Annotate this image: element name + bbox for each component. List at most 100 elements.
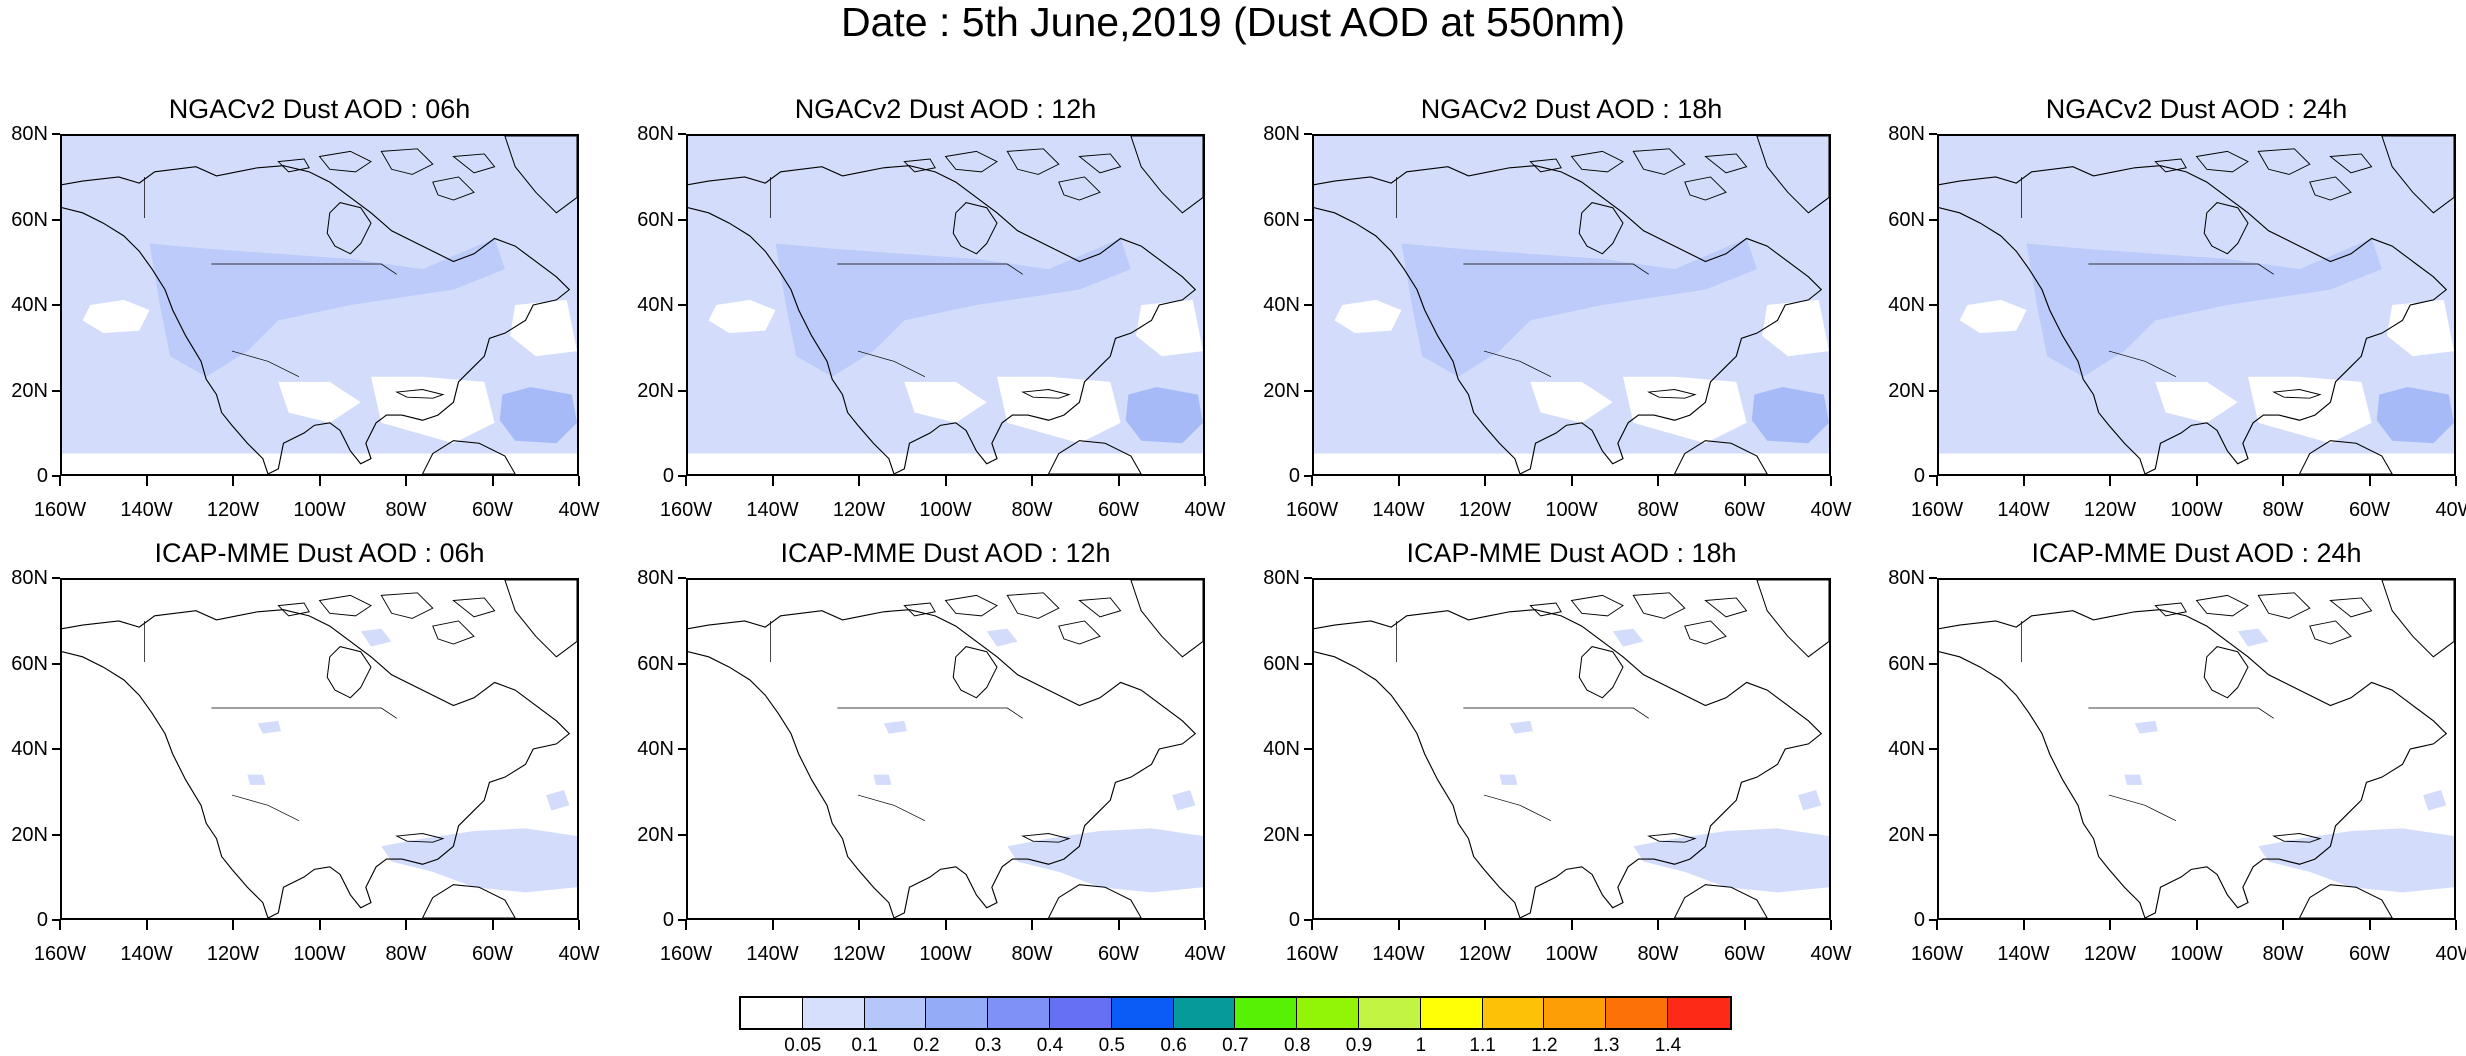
lon-tick-label: 80W: [2262, 943, 2304, 965]
clear-area: [904, 381, 987, 423]
lon-tick-mark: [1311, 920, 1313, 930]
panel-title: NGACv2 Dust AOD : 18h: [1420, 94, 1723, 124]
panel-title: ICAP-MME Dust AOD : 18h: [1406, 538, 1737, 568]
lon-tick-mark: [59, 920, 61, 930]
cuba-coast: [395, 389, 445, 399]
arctic-island: [2257, 148, 2311, 175]
lat-tick-label: 0: [1913, 909, 1925, 931]
lon-tick-label: 40W: [1810, 499, 1852, 521]
lat-tick-mark: [1304, 577, 1312, 579]
hudson-bay-coast: [1578, 202, 1624, 255]
colorbar-label: 0.4: [1036, 1035, 1064, 1056]
lat-tick-label: 40N: [11, 738, 48, 760]
lon-tick-mark: [318, 476, 321, 486]
lat-tick-mark: [52, 662, 60, 665]
south-america-coast: [2298, 440, 2393, 474]
arctic-island: [1006, 148, 1060, 175]
lat-tick-label: 20N: [1263, 823, 1300, 846]
clear-area: [1939, 453, 2454, 474]
clear-area: [510, 299, 577, 357]
lon-tick-mark: [1031, 920, 1033, 930]
lon-tick-label: 60W: [1723, 943, 1766, 965]
clear-area: [997, 376, 1121, 444]
lat-tick-label: 0: [1913, 465, 1925, 487]
coastline: [1939, 165, 2448, 474]
clear-area: [371, 376, 495, 444]
dust-field: [1612, 628, 1644, 647]
lat-tick-label: 40N: [637, 294, 674, 316]
lat-tick-label: 80N: [1263, 567, 1300, 589]
dust-field: [2258, 828, 2454, 893]
dust-field: [149, 238, 505, 377]
lon-tick-label: 140W: [1997, 943, 2050, 965]
lat-tick-label: 0: [1288, 465, 1300, 487]
lon-tick-mark: [944, 920, 947, 930]
lon-tick-mark: [1117, 920, 1120, 930]
lon-tick-mark: [858, 476, 860, 486]
border-line: [1463, 707, 1649, 719]
lon-tick-label: 40W: [558, 943, 600, 965]
dust-field: [546, 789, 570, 811]
dust-field: [2423, 789, 2447, 811]
lon-tick-label: 160W: [659, 943, 713, 965]
lon-tick-mark: [2195, 920, 2198, 930]
lon-tick-label: 140W: [1372, 499, 1425, 521]
lon-tick-label: 40W: [1184, 943, 1226, 965]
lat-tick-label: 40N: [637, 738, 674, 760]
clear-area: [2387, 299, 2454, 357]
dust-field: [775, 238, 1131, 377]
clear-area: [1530, 381, 1613, 423]
lon-tick-mark: [1830, 920, 1832, 930]
hudson-bay-coast: [952, 202, 998, 255]
dust-field: [986, 628, 1018, 647]
colorbar-label: 0.5: [1098, 1035, 1125, 1056]
lon-tick-label: 140W: [746, 499, 799, 521]
lon-tick-mark: [2282, 920, 2284, 930]
arctic-island: [1704, 597, 1748, 618]
colorbar-label: 1.3: [1592, 1035, 1620, 1056]
arctic-island: [1684, 620, 1727, 645]
lat-tick-label: 20N: [637, 823, 674, 846]
lon-tick-mark: [1397, 920, 1400, 930]
lat-tick-label: 40N: [1888, 738, 1925, 760]
colorbar: [739, 996, 1732, 1030]
arctic-island: [944, 150, 998, 173]
lon-tick-label: 60W: [1097, 943, 1140, 965]
dust-field: [1499, 774, 1518, 785]
lat-tick-label: 40N: [1888, 294, 1925, 316]
colorbar-label: 0.2: [913, 1035, 940, 1056]
lat-tick-label: 60N: [11, 652, 48, 675]
lon-tick-mark: [1657, 920, 1659, 930]
arctic-island: [380, 592, 434, 619]
map-panel: [1937, 134, 2456, 476]
border-line: [2088, 263, 2274, 275]
lon-tick-label: 60W: [2348, 943, 2391, 965]
lat-tick-mark: [52, 304, 60, 306]
arctic-island: [380, 148, 434, 175]
colorbar-label: 0.7: [1222, 1035, 1249, 1056]
arctic-island: [2329, 597, 2373, 618]
lon-tick-mark: [1743, 476, 1746, 486]
arctic-island: [2154, 158, 2187, 173]
south-america-coast: [1673, 440, 1768, 474]
map-canvas: [688, 580, 1203, 918]
lon-tick-label: 80W: [1637, 943, 1679, 965]
lat-tick-mark: [52, 218, 60, 221]
dust-field: [2124, 774, 2143, 785]
colorbar-swatch: [1235, 998, 1298, 1028]
lon-tick-label: 40W: [1184, 499, 1226, 521]
arctic-island: [2257, 592, 2311, 619]
lat-tick-label: 40N: [1263, 738, 1300, 760]
lon-tick-label: 40W: [558, 499, 600, 521]
lat-tick-label: 60N: [1888, 208, 1925, 231]
greenland-coast: [2381, 136, 2454, 214]
border-line: [2088, 707, 2274, 719]
lon-tick-label: 160W: [1285, 499, 1339, 521]
map-canvas: [1939, 580, 2454, 918]
lon-tick-label: 120W: [1458, 499, 1512, 521]
lat-tick-mark: [1304, 833, 1312, 836]
border-line: [211, 707, 397, 719]
lon-tick-label: 120W: [2083, 943, 2137, 965]
lat-tick-mark: [52, 475, 60, 477]
arctic-island: [2329, 153, 2373, 174]
